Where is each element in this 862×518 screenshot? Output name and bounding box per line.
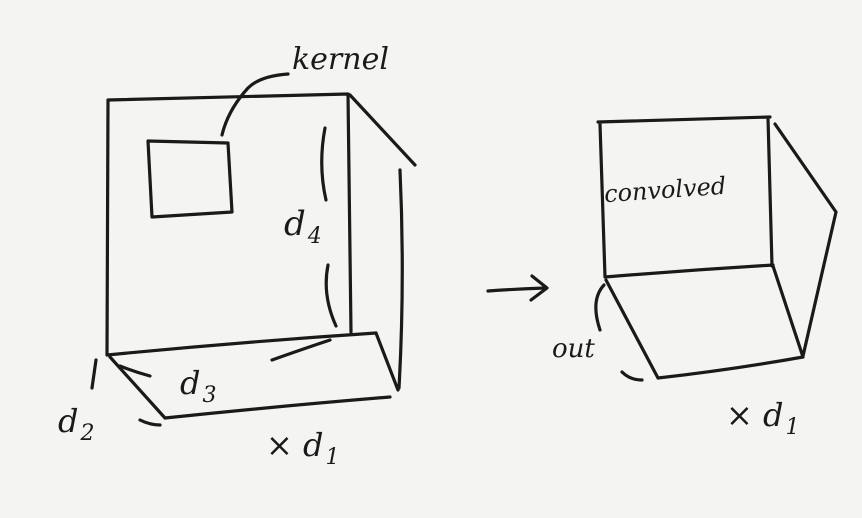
d4-label: d4 [284,204,322,249]
output-box-side [771,122,838,359]
d3-dimension-marks [118,338,332,378]
input-box-front-face [105,92,378,357]
input-box-side-edges [348,93,417,392]
out-label: out [552,334,595,364]
x-d1-right-label: × d1 [726,396,800,440]
kernel-square [146,139,234,219]
x-d1-left-label: × d1 [266,426,340,470]
output-box-front-face [596,115,775,279]
d2-label: d2 [58,402,95,446]
out-brace [594,283,644,382]
kernel-leader-line [220,72,290,137]
output-box-bottom-face [604,278,805,380]
transform-arrow [486,274,549,302]
d3-label: d3 [180,364,217,408]
d4-brace [320,126,338,328]
input-box-bottom-face [108,355,392,420]
kernel-label: kernel [292,42,389,77]
d2-dimension-marks [90,358,162,427]
